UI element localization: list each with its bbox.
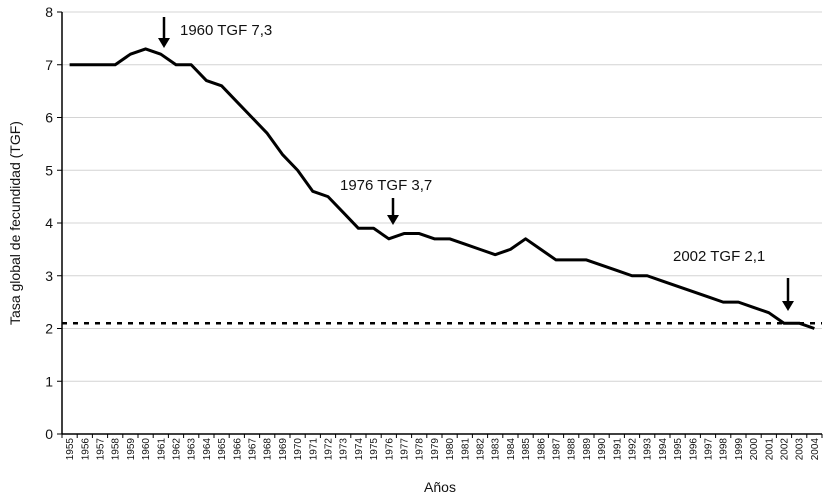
x-tick-label: 1986 <box>536 438 547 461</box>
x-tick-label: 1971 <box>308 438 319 461</box>
annotation: 2002 TGF 2,1 <box>673 248 765 265</box>
x-tick-label: 2001 <box>764 438 775 461</box>
x-tick-label: 2002 <box>780 438 791 461</box>
x-tick-label: 2000 <box>749 438 760 461</box>
x-tick-label: 1995 <box>673 438 684 461</box>
x-tick-label: 1959 <box>126 438 137 461</box>
x-tick-label: 1978 <box>415 438 426 461</box>
x-tick-label: 1963 <box>187 438 198 461</box>
x-tick-label: 1974 <box>354 438 365 461</box>
x-tick-label: 1968 <box>263 438 274 461</box>
x-tick-label: 1982 <box>476 438 487 461</box>
y-tick-label: 4 <box>45 215 53 231</box>
x-tick-label: 2003 <box>795 438 806 461</box>
x-tick-label: 1992 <box>628 438 639 461</box>
x-tick-label: 1958 <box>111 438 122 461</box>
x-tick-label: 1973 <box>339 438 350 461</box>
y-tick-label: 3 <box>45 268 53 284</box>
x-tick-label: 1985 <box>521 438 532 461</box>
x-tick-label: 1981 <box>460 438 471 461</box>
x-tick-label: 1972 <box>324 438 335 461</box>
x-tick-label: 1970 <box>293 438 304 461</box>
annotation-arrowhead <box>782 301 794 311</box>
y-tick-label: 7 <box>45 57 53 73</box>
x-tick-label: 1969 <box>278 438 289 461</box>
x-tick-label: 1966 <box>232 438 243 461</box>
x-tick-label: 2004 <box>810 438 821 461</box>
x-tick-label: 1997 <box>704 438 715 461</box>
x-tick-label: 1979 <box>430 438 441 461</box>
x-tick-label: 1998 <box>719 438 730 461</box>
x-tick-label: 1984 <box>506 438 517 461</box>
x-tick-label: 1967 <box>248 438 259 461</box>
x-tick-label: 1956 <box>80 438 91 461</box>
x-tick-label: 1996 <box>688 438 699 461</box>
y-tick-label: 1 <box>45 373 53 389</box>
y-tick-label: 8 <box>45 4 53 20</box>
x-tick-label: 1993 <box>643 438 654 461</box>
annotation-arrowhead <box>158 38 170 48</box>
y-tick-label: 2 <box>45 321 53 337</box>
annotation: 1960 TGF 7,3 <box>180 22 272 39</box>
y-tick-label: 6 <box>45 110 53 126</box>
x-axis-label: Años <box>424 479 456 495</box>
data-line <box>69 47 815 330</box>
x-tick-label: 1961 <box>156 438 167 461</box>
x-tick-label: 1977 <box>400 438 411 461</box>
annotation: 1976 TGF 3,7 <box>340 177 432 194</box>
x-tick-label: 1989 <box>582 438 593 461</box>
x-tick-label: 1987 <box>552 438 563 461</box>
x-tick-label: 1988 <box>567 438 578 461</box>
x-tick-label: 1991 <box>612 438 623 461</box>
x-tick-label: 1999 <box>734 438 745 461</box>
y-axis-label: Tasa global de fecundidad (TGF) <box>7 121 23 325</box>
x-tick-label: 1957 <box>96 438 107 461</box>
x-tick-label: 1960 <box>141 438 152 461</box>
x-tick-label: 1980 <box>445 438 456 461</box>
annotation-arrowhead <box>387 215 399 225</box>
x-tick-label: 1955 <box>65 438 76 461</box>
x-tick-label: 1975 <box>369 438 380 461</box>
y-tick-label: 0 <box>45 426 53 442</box>
x-tick-label: 1965 <box>217 438 228 461</box>
x-tick-label: 1994 <box>658 438 669 461</box>
x-tick-label: 1962 <box>172 438 183 461</box>
x-tick-label: 1964 <box>202 438 213 461</box>
y-tick-label: 5 <box>45 162 53 178</box>
x-tick-label: 1976 <box>384 438 395 461</box>
x-tick-label: 1983 <box>491 438 502 461</box>
x-tick-label: 1990 <box>597 438 608 461</box>
